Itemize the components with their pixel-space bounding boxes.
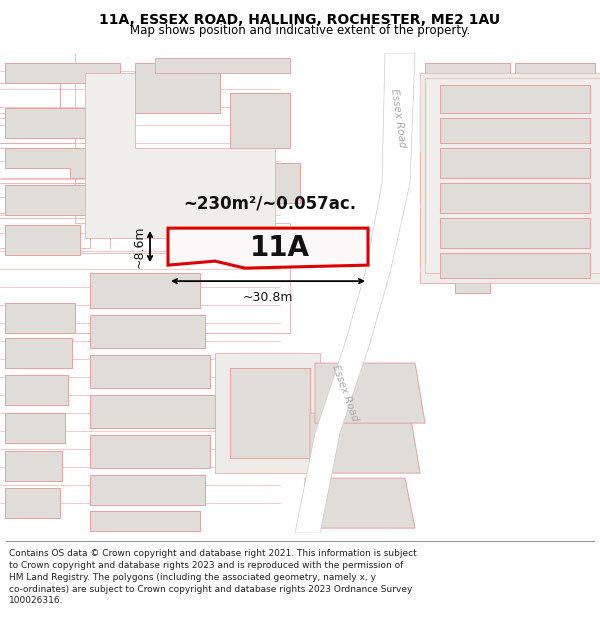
Polygon shape bbox=[295, 53, 415, 533]
Text: 11A: 11A bbox=[250, 234, 310, 262]
Polygon shape bbox=[420, 153, 510, 203]
Polygon shape bbox=[425, 98, 515, 138]
Polygon shape bbox=[90, 355, 210, 388]
Polygon shape bbox=[305, 478, 415, 528]
Polygon shape bbox=[5, 108, 95, 138]
Polygon shape bbox=[5, 303, 75, 333]
Polygon shape bbox=[425, 63, 510, 88]
Text: Essex Road: Essex Road bbox=[389, 88, 407, 148]
Text: Essex Road: Essex Road bbox=[330, 363, 360, 423]
Polygon shape bbox=[245, 163, 300, 203]
Polygon shape bbox=[168, 228, 368, 268]
Polygon shape bbox=[230, 93, 290, 148]
Polygon shape bbox=[5, 148, 90, 178]
Polygon shape bbox=[420, 73, 600, 283]
Text: ~30.8m: ~30.8m bbox=[243, 291, 293, 304]
Polygon shape bbox=[5, 185, 88, 215]
Text: 11A, ESSEX ROAD, HALLING, ROCHESTER, ME2 1AU: 11A, ESSEX ROAD, HALLING, ROCHESTER, ME2… bbox=[100, 13, 500, 28]
Polygon shape bbox=[90, 273, 200, 308]
Polygon shape bbox=[155, 58, 290, 73]
Polygon shape bbox=[425, 83, 595, 263]
Text: Map shows position and indicative extent of the property.: Map shows position and indicative extent… bbox=[130, 24, 470, 37]
Polygon shape bbox=[215, 353, 320, 473]
Polygon shape bbox=[440, 183, 590, 213]
Polygon shape bbox=[440, 148, 590, 178]
Polygon shape bbox=[90, 315, 205, 348]
Polygon shape bbox=[90, 475, 205, 505]
Polygon shape bbox=[440, 118, 590, 143]
Polygon shape bbox=[5, 451, 62, 481]
Polygon shape bbox=[440, 218, 590, 248]
Polygon shape bbox=[5, 413, 65, 443]
Polygon shape bbox=[5, 375, 68, 405]
Text: ~8.6m: ~8.6m bbox=[133, 226, 146, 268]
Text: Contains OS data © Crown copyright and database right 2021. This information is : Contains OS data © Crown copyright and d… bbox=[9, 549, 417, 605]
Polygon shape bbox=[310, 413, 420, 473]
Polygon shape bbox=[85, 73, 275, 238]
Polygon shape bbox=[420, 273, 490, 293]
Polygon shape bbox=[90, 511, 200, 531]
Polygon shape bbox=[515, 63, 595, 93]
Polygon shape bbox=[90, 395, 215, 428]
Polygon shape bbox=[525, 103, 595, 143]
Polygon shape bbox=[5, 63, 120, 98]
Polygon shape bbox=[5, 338, 72, 368]
Polygon shape bbox=[230, 368, 310, 458]
Polygon shape bbox=[5, 225, 80, 255]
Polygon shape bbox=[5, 488, 60, 518]
Polygon shape bbox=[420, 208, 510, 268]
Polygon shape bbox=[90, 435, 210, 468]
Polygon shape bbox=[135, 63, 220, 113]
Polygon shape bbox=[440, 253, 590, 278]
Polygon shape bbox=[425, 78, 600, 273]
Text: ~230m²/~0.057ac.: ~230m²/~0.057ac. bbox=[184, 194, 356, 212]
Polygon shape bbox=[315, 363, 425, 423]
Polygon shape bbox=[440, 85, 590, 113]
